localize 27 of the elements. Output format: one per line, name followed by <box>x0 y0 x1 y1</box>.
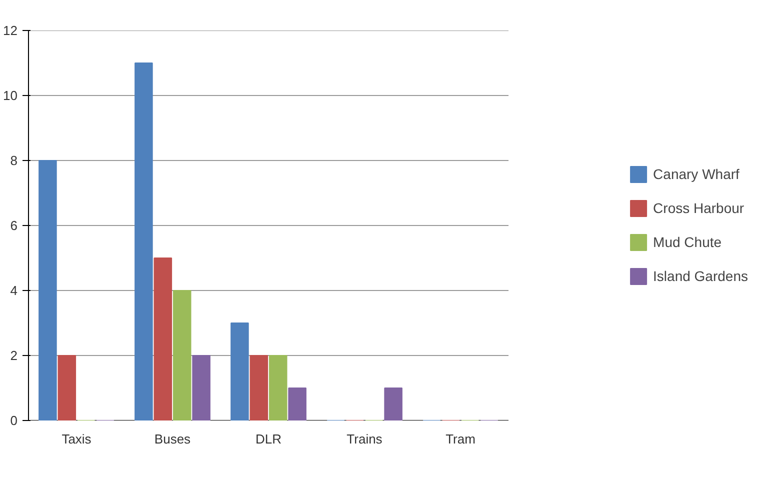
legend-label: Island Gardens <box>653 268 748 284</box>
y-tick-label: 12 <box>3 23 18 38</box>
x-tick-label: Tram <box>446 432 476 446</box>
bar <box>134 62 153 420</box>
y-tick-label: 8 <box>10 153 18 168</box>
bar <box>250 355 268 420</box>
y-tick-label: 10 <box>3 88 18 103</box>
y-tick-label: 6 <box>10 218 18 233</box>
y-tick-label: 2 <box>10 348 18 363</box>
x-tick-label: DLR <box>255 432 282 446</box>
legend-label: Canary Wharf <box>653 166 740 182</box>
legend-label: Mud Chute <box>653 234 722 250</box>
x-tick-label: Trains <box>346 432 383 446</box>
x-tick-label: Buses <box>154 432 192 446</box>
bar <box>58 355 76 420</box>
bar <box>192 355 210 420</box>
bar <box>172 290 192 420</box>
legend-label: Cross Harbour <box>653 200 744 216</box>
y-tick-label: 0 <box>10 413 18 428</box>
bar <box>268 355 288 420</box>
bar <box>288 388 306 420</box>
bar <box>38 160 57 420</box>
bar <box>154 258 172 420</box>
bar <box>384 388 402 420</box>
bar <box>230 322 249 420</box>
y-tick-label: 4 <box>10 283 18 298</box>
x-tick-label: Taxis <box>62 432 92 446</box>
